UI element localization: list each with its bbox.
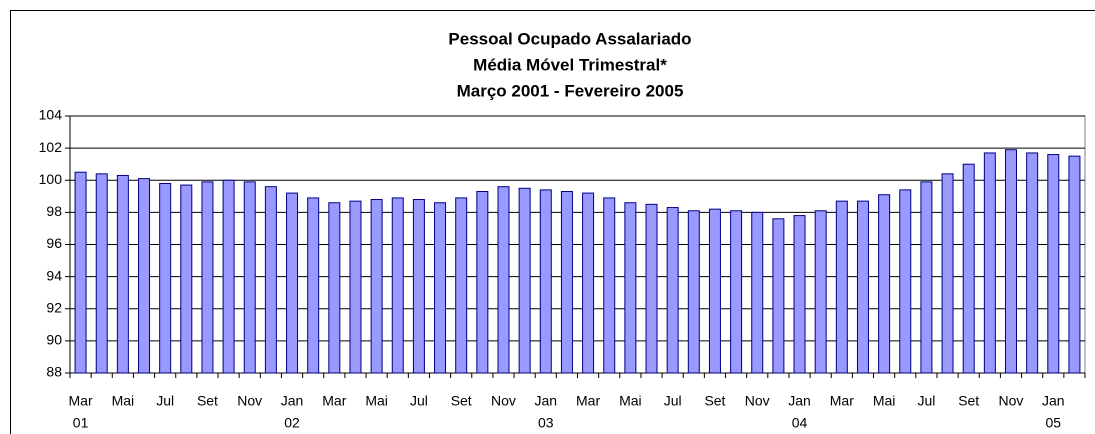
x-tick-label: Mai — [112, 393, 135, 409]
bar — [856, 200, 869, 374]
bar — [243, 181, 256, 374]
bar — [539, 189, 552, 374]
x-tick-label: Jan — [788, 393, 811, 409]
bar — [391, 197, 404, 374]
x-tick-label: Jul — [410, 393, 428, 409]
x-tick-label: Jan — [1042, 393, 1065, 409]
x-tick-label: Set — [704, 393, 725, 409]
chart-subtitle: Março 2001 - Fevereiro 2005 — [457, 81, 684, 100]
x-tick-label: Nov — [745, 393, 770, 409]
bar — [74, 171, 87, 374]
bar — [1068, 155, 1081, 374]
bar — [455, 197, 468, 374]
x-tick-label: Jan — [281, 393, 304, 409]
bar — [307, 197, 320, 374]
y-tick-label: 102 — [39, 139, 63, 155]
x-group-label: 04 — [792, 415, 808, 431]
chart-frame — [10, 10, 1095, 434]
bar — [328, 202, 341, 374]
x-tick-label: Nov — [491, 393, 516, 409]
bar — [412, 199, 425, 374]
x-tick-label: Mar — [830, 393, 854, 409]
bar — [349, 200, 362, 374]
bar — [476, 190, 489, 374]
bar — [497, 186, 510, 374]
bar — [264, 186, 277, 374]
bar — [878, 194, 891, 374]
x-tick-label: Set — [958, 393, 979, 409]
x-tick-label: Set — [451, 393, 472, 409]
y-tick-label: 104 — [39, 107, 63, 123]
bar — [835, 200, 848, 374]
bar — [222, 179, 235, 374]
bar — [708, 208, 721, 374]
bar — [159, 182, 172, 374]
chart-title: Pessoal Ocupado Assalariado — [448, 29, 691, 48]
bar — [920, 181, 933, 374]
bar — [518, 187, 531, 374]
bar — [603, 197, 616, 374]
x-tick-label: Jan — [534, 393, 557, 409]
y-tick-label: 90 — [46, 332, 62, 348]
bar — [730, 210, 743, 374]
y-tick-label: 98 — [46, 203, 62, 219]
y-tick-label: 100 — [39, 171, 63, 187]
chart-subtitle: Média Móvel Trimestral* — [473, 55, 667, 74]
x-tick-label: Mai — [619, 393, 642, 409]
bar — [983, 152, 996, 374]
bar — [793, 215, 806, 374]
x-group-label: 03 — [538, 415, 554, 431]
x-tick-label: Mar — [69, 393, 93, 409]
x-tick-label: Nov — [237, 393, 262, 409]
bar — [138, 178, 151, 374]
x-tick-label: Jul — [917, 393, 935, 409]
bar — [941, 173, 954, 374]
bar — [1004, 149, 1017, 374]
bar — [1047, 154, 1060, 374]
bar — [286, 192, 299, 374]
bar — [434, 202, 447, 374]
x-tick-label: Mar — [322, 393, 346, 409]
bar — [814, 210, 827, 374]
bar — [751, 211, 764, 374]
bar — [899, 189, 912, 374]
bar — [116, 174, 129, 374]
bar — [201, 181, 214, 374]
bar — [95, 173, 108, 374]
bar — [645, 203, 658, 374]
bar — [1026, 152, 1039, 374]
bar — [582, 192, 595, 374]
x-tick-label: Mai — [873, 393, 896, 409]
bar — [560, 190, 573, 374]
bar — [624, 202, 637, 374]
x-tick-label: Set — [197, 393, 218, 409]
x-tick-label: Nov — [999, 393, 1024, 409]
x-tick-label: Mai — [365, 393, 388, 409]
y-tick-label: 92 — [46, 299, 62, 315]
bar — [687, 210, 700, 374]
bar — [180, 184, 193, 374]
x-group-label: 02 — [284, 415, 300, 431]
bar — [666, 207, 679, 374]
y-tick-label: 88 — [46, 364, 62, 380]
y-tick-label: 96 — [46, 235, 62, 251]
x-tick-label: Mar — [576, 393, 600, 409]
bar — [370, 199, 383, 374]
bar — [962, 163, 975, 374]
x-group-label: 05 — [1045, 415, 1061, 431]
x-group-label: 01 — [73, 415, 89, 431]
bar — [772, 218, 785, 374]
y-tick-label: 94 — [46, 267, 62, 283]
x-tick-label: Jul — [156, 393, 174, 409]
x-tick-label: Jul — [664, 393, 682, 409]
